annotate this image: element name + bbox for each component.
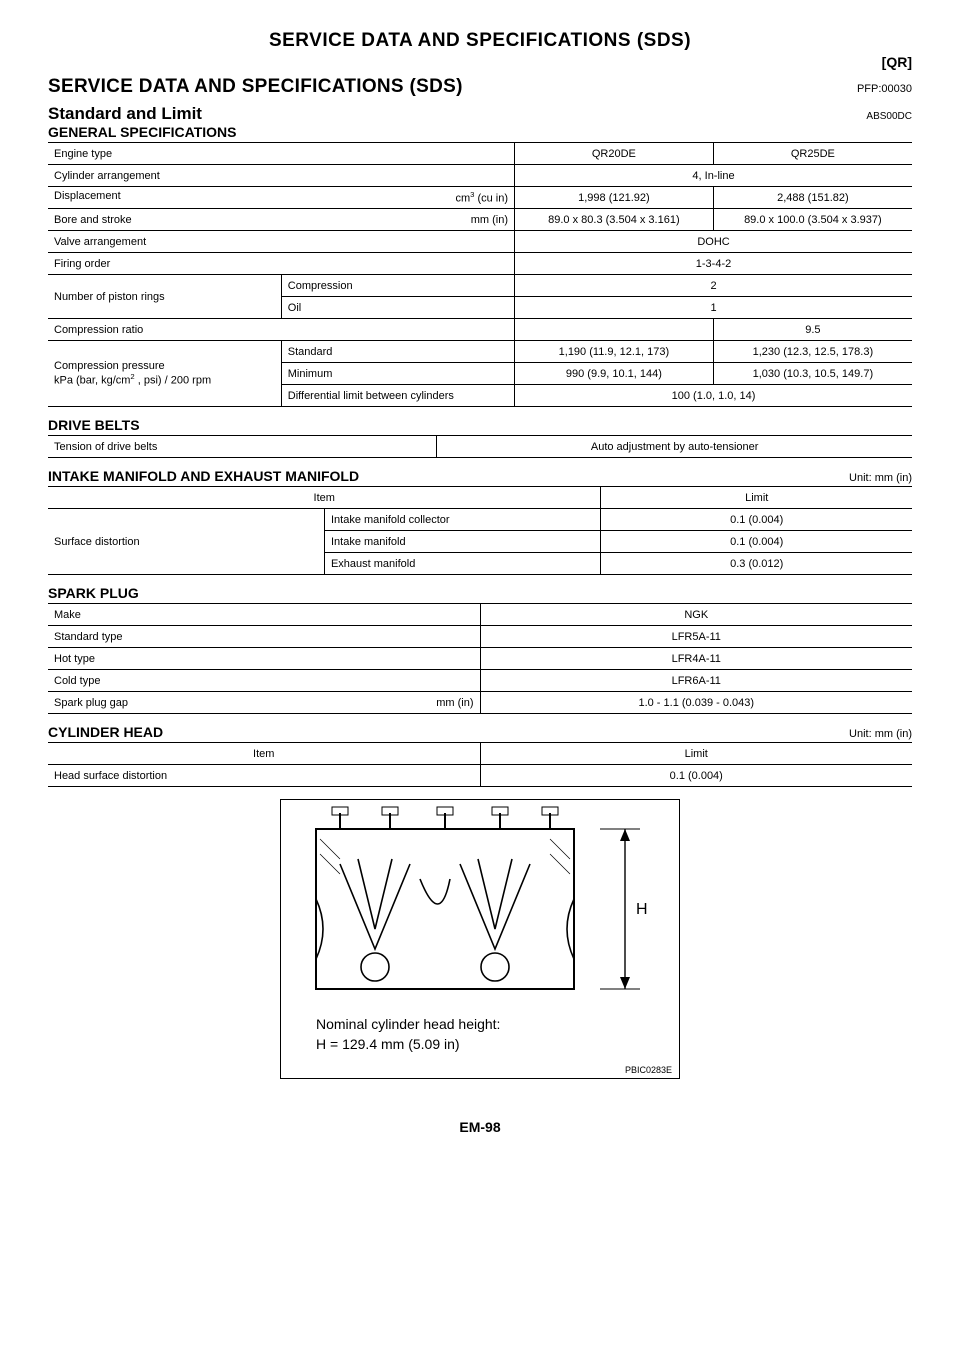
label-piston-oil: Oil: [281, 297, 514, 319]
manifold-r1-label: Intake manifold collector: [324, 509, 600, 531]
val-engine-type-2: QR25DE: [713, 143, 912, 165]
manifold-h-limit: Limit: [601, 487, 912, 509]
cylhead-figure: H Nominal cylinder head height: H = 129.…: [280, 799, 680, 1079]
drive-table: Tension of drive belts Auto adjustment b…: [48, 435, 912, 458]
bore-label: Bore and stroke: [54, 214, 132, 226]
standard-and-limit: Standard and Limit: [48, 104, 202, 124]
val-cyl-arr: 4, In-line: [515, 165, 912, 187]
manifold-r3-label: Exhaust manifold: [324, 553, 600, 575]
label-cyl-arr: Cylinder arrangement: [48, 165, 515, 187]
bore-unit: mm (in): [471, 214, 508, 226]
manifold-r1-val: 0.1 (0.004): [601, 509, 912, 531]
label-piston: Number of piston rings: [48, 275, 281, 319]
cylhead-svg: H Nominal cylinder head height: H = 129.…: [280, 799, 680, 1079]
val-bore-2: 89.0 x 100.0 (3.504 x 3.937): [713, 209, 912, 231]
spark-gap-label-cell: Spark plug gap mm (in): [48, 692, 480, 714]
label-cp-min: Minimum: [281, 363, 514, 385]
label-firing: Firing order: [48, 253, 515, 275]
spark-gap-unit: mm (in): [436, 697, 473, 709]
comp-press-l2a: kPa (bar, kg/cm: [54, 375, 130, 387]
cylhead-unit: Unit: mm (in): [48, 728, 912, 740]
val-cp-min-1: 990 (9.9, 10.1, 144): [515, 363, 714, 385]
fig-h-label: H: [636, 901, 648, 918]
disp-unit-tail: (cu in): [474, 193, 508, 205]
comp-press-l1: Compression pressure: [54, 360, 165, 372]
val-drive: Auto adjustment by auto-tensioner: [437, 436, 912, 458]
cylhead-h-item: Item: [48, 743, 480, 765]
val-cp-min-2: 1,030 (10.3, 10.5, 149.7): [713, 363, 912, 385]
val-comp-ratio-1: [515, 319, 714, 341]
val-firing: 1-3-4-2: [515, 253, 912, 275]
label-cp-std: Standard: [281, 341, 514, 363]
spark-table: Make NGK Standard type LFR5A-11 Hot type…: [48, 603, 912, 714]
val-piston-comp: 2: [515, 275, 912, 297]
drive-heading: DRIVE BELTS: [48, 417, 912, 433]
spark-gap-val: 1.0 - 1.1 (0.039 - 0.043): [480, 692, 912, 714]
val-valve: DOHC: [515, 231, 912, 253]
label-disp: Displacement cm3 (cu in): [48, 187, 515, 209]
fig-code: PBIC0283E: [625, 1065, 672, 1075]
label-cp-diff: Differential limit between cylinders: [281, 385, 514, 407]
spark-gap-label: Spark plug gap: [54, 697, 128, 709]
comp-press-l2b: , psi) / 200 rpm: [135, 375, 211, 387]
small-code: ABS00DC: [866, 111, 912, 122]
page-header: SERVICE DATA AND SPECIFICATIONS (SDS): [48, 30, 912, 52]
manifold-table: Item Limit Surface distortion Intake man…: [48, 486, 912, 575]
spark-hot-label: Hot type: [48, 648, 480, 670]
val-comp-ratio-2: 9.5: [713, 319, 912, 341]
label-valve: Valve arrangement: [48, 231, 515, 253]
val-engine-type-1: QR20DE: [515, 143, 714, 165]
spark-make-val: NGK: [480, 604, 912, 626]
label-engine-type: Engine type: [48, 143, 515, 165]
label-drive: Tension of drive belts: [48, 436, 437, 458]
top-right-tag: [QR]: [48, 54, 912, 70]
spark-cold-label: Cold type: [48, 670, 480, 692]
spark-std-label: Standard type: [48, 626, 480, 648]
spark-make-label: Make: [48, 604, 480, 626]
val-disp-1: 1,998 (121.92): [515, 187, 714, 209]
label-comp-press: Compression pressure kPa (bar, kg/cm2 , …: [48, 341, 281, 407]
label-piston-comp: Compression: [281, 275, 514, 297]
val-cp-diff: 100 (1.0, 1.0, 14): [515, 385, 912, 407]
spark-std-val: LFR5A-11: [480, 626, 912, 648]
section-title: SERVICE DATA AND SPECIFICATIONS (SDS): [48, 76, 463, 98]
disp-label: Displacement: [54, 190, 121, 202]
general-heading: GENERAL SPECIFICATIONS: [48, 124, 912, 140]
manifold-h-item: Item: [48, 487, 601, 509]
general-table: Engine type QR20DE QR25DE Cylinder arran…: [48, 142, 912, 407]
cylhead-row-val: 0.1 (0.004): [480, 765, 912, 787]
fig-caption-2: H = 129.4 mm (5.09 in): [316, 1036, 460, 1052]
label-comp-ratio: Compression ratio: [48, 319, 515, 341]
pfp-code: PFP:00030: [857, 83, 912, 95]
val-cp-std-1: 1,190 (11.9, 12.1, 173): [515, 341, 714, 363]
cylhead-table: Item Limit Head surface distortion 0.1 (…: [48, 742, 912, 787]
cylhead-h-limit: Limit: [480, 743, 912, 765]
val-cp-std-2: 1,230 (12.3, 12.5, 178.3): [713, 341, 912, 363]
manifold-r2-val: 0.1 (0.004): [601, 531, 912, 553]
section-title-row: SERVICE DATA AND SPECIFICATIONS (SDS) PF…: [48, 76, 912, 98]
manifold-r3-val: 0.3 (0.012): [601, 553, 912, 575]
std-limit-row: Standard and Limit ABS00DC: [48, 98, 912, 124]
fig-caption-1: Nominal cylinder head height:: [316, 1016, 500, 1032]
spark-hot-val: LFR4A-11: [480, 648, 912, 670]
val-disp-2: 2,488 (151.82): [713, 187, 912, 209]
label-bore: Bore and stroke mm (in): [48, 209, 515, 231]
val-bore-1: 89.0 x 80.3 (3.504 x 3.161): [515, 209, 714, 231]
spark-heading: SPARK PLUG: [48, 585, 912, 601]
manifold-r2-label: Intake manifold: [324, 531, 600, 553]
cylhead-row-label: Head surface distortion: [48, 765, 480, 787]
val-piston-oil: 1: [515, 297, 912, 319]
disp-unit: cm: [455, 193, 470, 205]
page-footer: EM-98: [48, 1119, 912, 1135]
manifold-group: Surface distortion: [48, 509, 324, 575]
spark-cold-val: LFR6A-11: [480, 670, 912, 692]
